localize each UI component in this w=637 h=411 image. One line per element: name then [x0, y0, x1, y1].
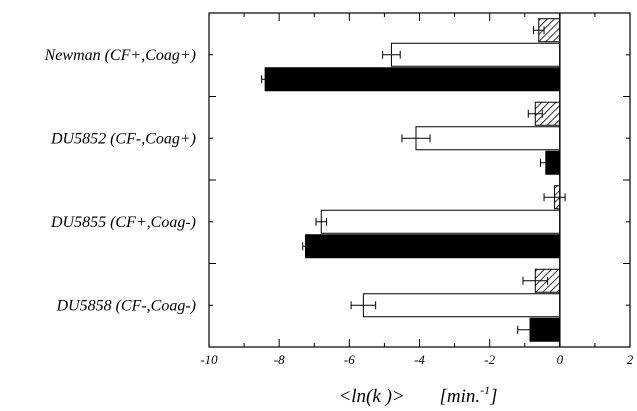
- x-axis-title: <ln(k )> [min.-1]: [338, 383, 497, 407]
- x-tick-label: -6: [344, 352, 355, 367]
- bar-open: [362, 293, 561, 318]
- x-tick-label: 2: [627, 352, 634, 367]
- category-label: DU5855 (CF+,Coag-): [50, 214, 196, 231]
- x-axis-title-units: [min.: [439, 386, 480, 407]
- bar-solid: [264, 67, 561, 92]
- x-axis-title-units-end: ]: [489, 386, 497, 407]
- x-tick-label: -10: [200, 352, 218, 367]
- category-label: DU5852 (CF-,Coag+): [50, 130, 196, 147]
- bar-open: [390, 42, 561, 67]
- x-tick-label: 0: [557, 352, 564, 367]
- labels-layer: Newman (CF+,Coag+) DU5852 (CF-,Coag+) DU58…: [44, 47, 196, 315]
- x-tick-label: -8: [274, 352, 285, 367]
- x-tick-label: -2: [484, 352, 495, 367]
- error-bars-layer: [261, 26, 566, 334]
- axis-ticks: -10 -8 -6 -4 -2 0 2: [200, 13, 634, 367]
- x-axis-title-units-sup: -1: [480, 383, 490, 397]
- category-label: DU5858 (CF-,Coag-): [55, 297, 196, 314]
- x-tick-label: -4: [414, 352, 425, 367]
- bar-solid: [304, 234, 561, 259]
- category-label: Newman (CF+,Coag+): [44, 47, 196, 64]
- x-axis-title-main: <ln(k )>: [338, 386, 404, 407]
- bar-open: [415, 126, 561, 151]
- bars-layer: [264, 18, 561, 342]
- bar-open: [320, 209, 561, 234]
